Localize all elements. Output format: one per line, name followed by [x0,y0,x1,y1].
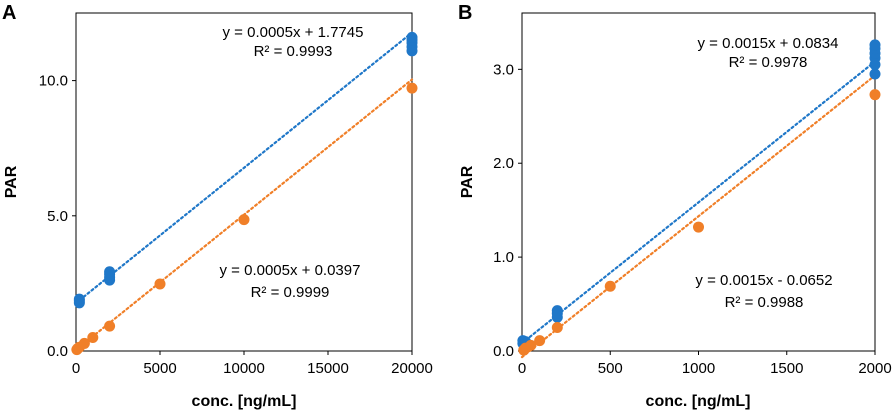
panel-a-orange-point [238,214,250,226]
panel-b-letter: B [458,2,472,24]
panel-a-x-tick-label: 0 [72,360,80,377]
panel-a-blue-point [104,266,116,278]
panel-b-orange-point [869,89,881,101]
panel-b-y-tick-label: 0.0 [493,343,514,360]
panel-b-ticks: 0 500 1000 1500 2000 0.0 1.0 2.0 3.0 [493,61,892,377]
panel-a-x-tick-label: 15000 [307,360,349,377]
panel-a-orange-point [406,82,418,94]
panel-a-blue-equation: y = 0.0005x + 1.7745 [223,24,364,41]
panel-b-orange-point [534,335,546,347]
panel-a-orange-point [104,320,116,332]
panel-a-orange-r2: R² = 0.9999 [251,284,330,301]
panel-b-orange-point [551,322,563,334]
panel-a-x-axis-label: conc. [ng/mL] [192,393,297,410]
panel-a-blue-point [406,31,418,43]
panel-a-points [71,31,418,356]
panel-a-letter: A [2,2,16,24]
panel-b: B 0 500 1000 1500 2000 0.0 1.0 2.0 3.0 y = 0.001… [458,2,892,410]
panel-b-orange-equation: y = 0.0015x - 0.0652 [695,272,832,289]
panel-b-orange-trendline [520,74,877,359]
panel-a-x-tick-label: 5000 [143,360,176,377]
panel-b-orange-point [604,280,616,292]
panel-a-y-tick-label: 0.0 [47,343,68,360]
panel-a-blue-point [73,293,85,305]
panel-b-blue-point [551,305,563,317]
panel-b-x-tick-label: 2000 [858,360,891,377]
panel-b-orange-point [693,221,704,233]
panel-b-x-axis-label: conc. [ng/mL] [646,393,751,410]
panel-a-orange-point [78,337,90,349]
panel-b-trendlines [520,60,877,359]
panel-a-orange-point [87,331,99,343]
panel-a-ticks: 0 5000 10000 15000 20000 0.0 5.0 10.0 [39,73,433,377]
panel-b-x-tick-label: 0 [518,360,526,377]
panel-a-x-tick-label: 20000 [391,360,433,377]
panel-a-y-axis-label: PAR [3,165,20,198]
panel-b-points [517,39,881,356]
panel-b-x-tick-label: 1500 [770,360,803,377]
panel-b-x-tick-label: 500 [598,360,623,377]
panel-a: A 0 5000 10000 15000 20000 0.0 5.0 10.0 y = 0.0… [2,2,433,410]
panel-b-blue-r2: R² = 0.9978 [729,54,808,71]
panel-b-plot-frame [521,12,876,352]
panel-b-blue-point [869,39,881,51]
panel-b-blue-point [869,68,881,80]
panel-b-x-tick-label: 1000 [682,360,715,377]
panel-a-y-tick-label: 5.0 [47,208,68,225]
panel-a-blue-r2: R² = 0.9993 [254,43,333,60]
panel-b-blue-equation: y = 0.0015x + 0.0834 [698,35,839,52]
panel-a-blue-trendline [74,31,414,305]
panel-a-trendlines [74,31,414,352]
panel-a-x-tick-label: 10000 [223,360,265,377]
panel-b-orange-point [525,339,537,351]
panel-b-blue-trendline [520,60,877,345]
panel-a-plot-frame [75,12,413,352]
panel-b-y-tick-label: 3.0 [493,61,514,78]
panel-a-orange-point [154,278,166,290]
panel-a-orange-equation: y = 0.0005x + 0.0397 [220,262,361,279]
panel-b-y-tick-label: 2.0 [493,155,514,172]
panel-b-y-axis-label: PAR [459,165,476,198]
panel-b-orange-r2: R² = 0.9988 [725,294,804,311]
panel-a-y-tick-label: 10.0 [39,73,68,90]
panel-b-y-tick-label: 1.0 [493,249,514,266]
